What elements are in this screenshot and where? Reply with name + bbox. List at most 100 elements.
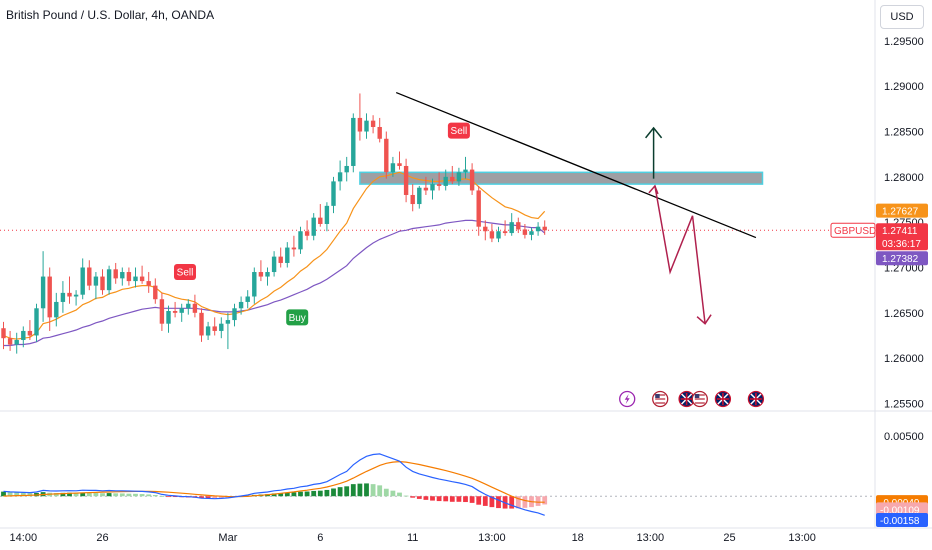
macd-histogram-bar — [199, 496, 204, 499]
candle-body — [93, 276, 99, 286]
symbol-tag — [830, 222, 876, 238]
candle-body — [232, 308, 237, 321]
candle-body — [67, 292, 72, 297]
candle-body — [516, 222, 521, 230]
macd-histogram-bar — [350, 484, 356, 497]
down-arrow-head — [696, 314, 712, 325]
macd-histogram-bar — [106, 493, 112, 497]
candle-body — [153, 285, 158, 300]
time-tick-label: 25 — [723, 532, 735, 544]
candle-body — [245, 296, 250, 302]
time-tick-label: 6 — [317, 532, 323, 544]
candle-body — [278, 256, 283, 263]
macd-histogram-bar — [7, 492, 13, 497]
candle-body — [456, 172, 462, 182]
symbol-label: GBPUSD — [834, 226, 876, 237]
down-arrow-path — [654, 185, 706, 324]
macd-histogram-bar — [159, 495, 165, 497]
candle-body — [73, 294, 79, 297]
sell-signal-label: Sell — [177, 268, 194, 279]
candle-body — [489, 231, 495, 239]
trendline — [395, 91, 757, 239]
candle-body — [120, 272, 125, 279]
candle-body — [324, 205, 330, 224]
resistance-zone — [359, 171, 764, 185]
price-pane: Sell Buy Sell — [0, 91, 875, 408]
candle-body — [417, 187, 422, 205]
candle-body — [265, 272, 270, 277]
candle-body — [370, 120, 376, 127]
macd-histogram-bar — [383, 488, 389, 497]
candle-body — [27, 330, 33, 336]
candle-body — [304, 231, 310, 236]
candle-body — [47, 276, 52, 318]
macd-histogram-bar — [344, 486, 350, 497]
macd-histogram-bar — [278, 493, 284, 497]
currency-button[interactable]: USD — [880, 5, 924, 29]
macd-histogram-bar — [53, 492, 59, 497]
candle-body — [172, 311, 178, 313]
macd-histogram-bar — [93, 492, 99, 497]
sell-signal-label: Sell — [451, 126, 468, 137]
candle-body — [357, 117, 363, 132]
time-tick-label: 13:00 — [637, 532, 665, 544]
price-tick-label: 1.29500 — [884, 36, 924, 48]
macd-histogram-bar — [1, 491, 6, 497]
time-tick-label: 14:00 — [10, 532, 38, 544]
macd-histogram-bar — [364, 483, 369, 497]
price-tick-label: 1.28500 — [884, 127, 924, 139]
macd-histogram-bar — [357, 483, 363, 497]
candle-body — [113, 269, 118, 279]
current-price-value: 1.27411 — [882, 226, 918, 237]
macd-histogram-bar — [423, 496, 429, 500]
current-price-tag — [876, 223, 928, 251]
lightning-icon — [619, 390, 636, 408]
candle-body — [397, 163, 402, 166]
macd-histogram-bar — [436, 496, 442, 502]
candle-body — [476, 190, 481, 227]
macd-histogram-bar — [542, 496, 548, 505]
macd-line — [3, 453, 545, 516]
candle-body — [54, 301, 59, 318]
macd-tick-label: 0.00500 — [884, 431, 924, 443]
macd-histogram-bar — [496, 496, 501, 509]
macd-histogram-bar — [172, 496, 178, 498]
macd-histogram-bar — [14, 492, 20, 497]
ema-slow-price-tag — [876, 251, 928, 266]
macd-histogram-bar — [205, 496, 211, 499]
candle-body — [14, 340, 19, 345]
time-tick-label: 11 — [407, 532, 418, 544]
candle-body — [364, 120, 369, 132]
macd-histogram-bar — [27, 493, 33, 497]
candle-body — [509, 222, 514, 234]
price-tick-label: 1.25500 — [884, 398, 924, 410]
candle-body — [199, 312, 204, 336]
macd-histogram-bar — [166, 496, 171, 498]
candle-body — [146, 281, 151, 286]
candle-body — [298, 231, 303, 250]
candle-body — [21, 330, 26, 341]
time-tick-label: 13:00 — [478, 532, 506, 544]
candle-body — [483, 226, 488, 232]
up-arrow-head — [645, 126, 663, 139]
macd-histogram-bar — [152, 495, 158, 497]
macd-histogram-bar — [60, 492, 66, 497]
price-tick-label: 1.26500 — [884, 308, 924, 320]
candle-body — [337, 172, 343, 182]
macd-histogram-bar — [443, 496, 449, 502]
ema-slow-price-value: 1.27382 — [882, 254, 919, 265]
candle-body — [100, 276, 105, 291]
ema-slow-line — [3, 219, 546, 347]
macd-histogram-bar — [370, 484, 376, 497]
macd-histogram-bar — [271, 493, 277, 497]
candle-body — [60, 292, 66, 302]
candle-body — [192, 303, 198, 313]
candle-body — [7, 338, 13, 345]
candle-body — [535, 226, 541, 232]
time-tick-label: 13:00 — [788, 532, 816, 544]
candle-body — [252, 272, 257, 297]
macd-histogram-bar — [403, 495, 409, 497]
candle-body — [179, 308, 184, 313]
macd-value-label: -0.00158 — [880, 516, 920, 527]
